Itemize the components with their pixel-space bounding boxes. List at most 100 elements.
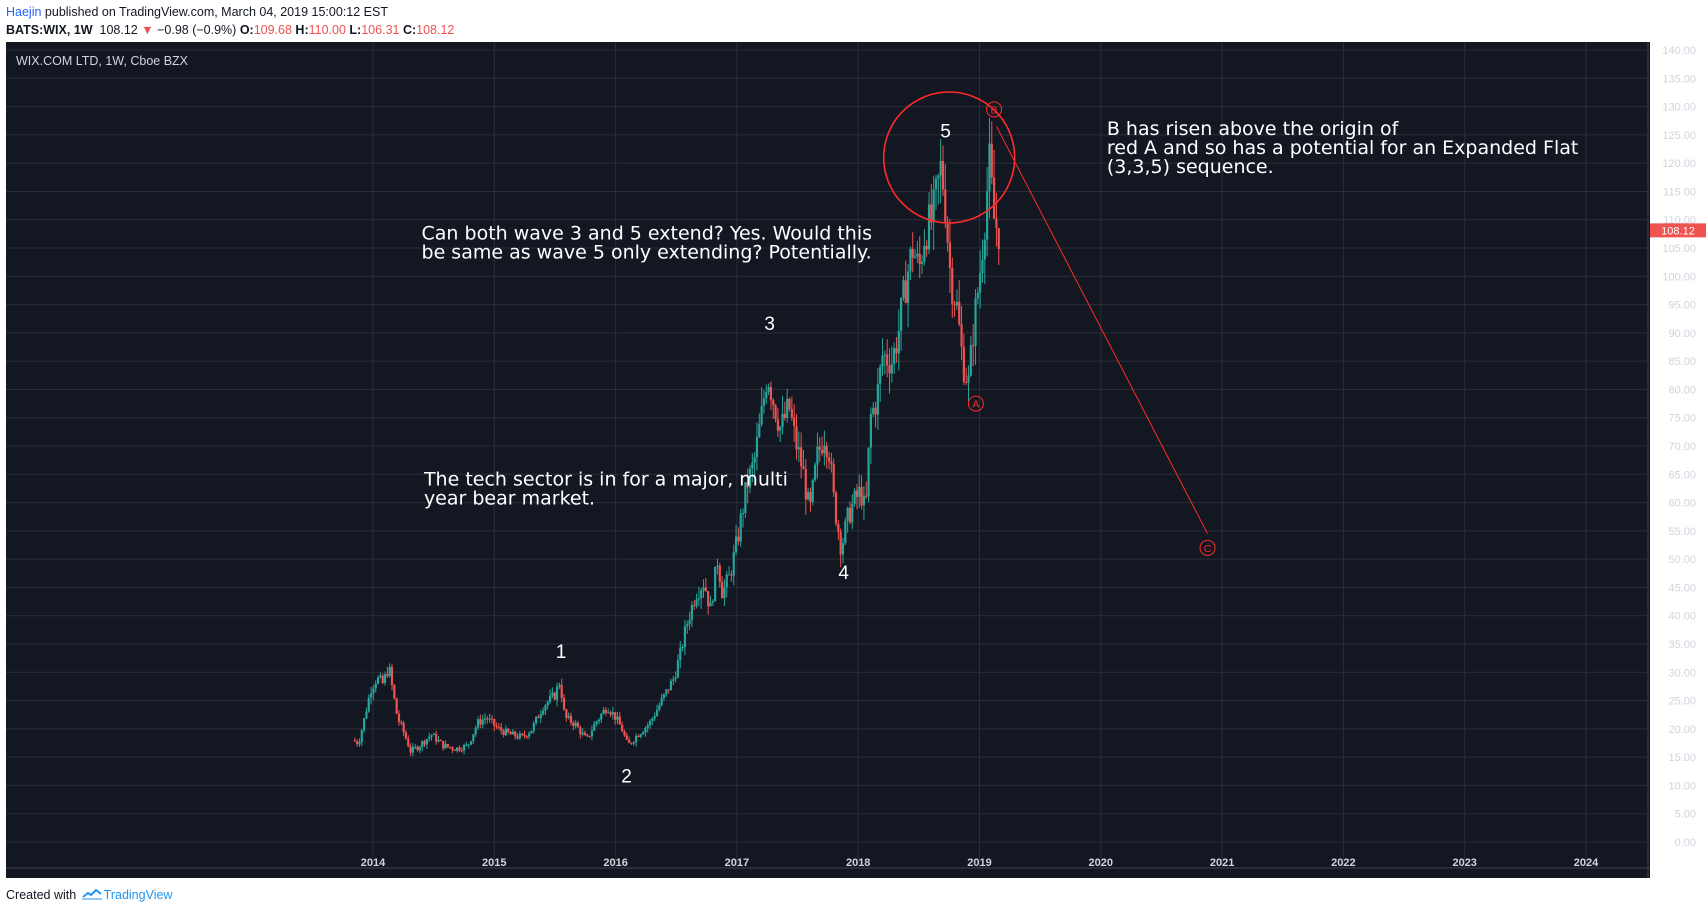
- publish-info: published on TradingView.com, March 04, …: [41, 5, 388, 19]
- candle-body: [567, 715, 570, 718]
- candle-body: [767, 387, 770, 392]
- candle-body: [867, 447, 870, 497]
- candle-body: [525, 736, 528, 738]
- candle-body: [807, 491, 810, 500]
- candle-body: [444, 744, 447, 749]
- candle-body: [641, 732, 645, 735]
- candle-body: [939, 161, 942, 176]
- candle-body: [660, 697, 663, 706]
- open-value: 109.68: [253, 23, 292, 37]
- candle-body: [486, 718, 489, 720]
- candle-body: [379, 675, 382, 678]
- candle-body: [672, 679, 675, 681]
- y-tick-label: 45.00: [1668, 582, 1696, 594]
- candle-body: [890, 364, 893, 374]
- y-tick-label: 120.00: [1662, 158, 1696, 170]
- candle-body: [900, 297, 903, 331]
- candle-body: [588, 735, 591, 737]
- candle-body: [430, 734, 433, 737]
- candle-body: [711, 601, 714, 603]
- author-link[interactable]: Haejin: [6, 5, 42, 19]
- candle-body: [625, 735, 628, 740]
- y-tick-label: 70.00: [1668, 441, 1696, 453]
- candle-body: [820, 449, 824, 454]
- candle-body: [488, 718, 491, 720]
- annotation-text: B has risen above the origin of: [1107, 118, 1400, 140]
- candle-body: [727, 574, 731, 576]
- candle-body: [783, 413, 786, 418]
- candle-body: [500, 727, 503, 731]
- candle-body: [490, 718, 494, 720]
- candle-body: [688, 620, 691, 625]
- candle-body: [437, 740, 440, 742]
- candle-body: [804, 469, 807, 500]
- y-tick-label: 140.00: [1662, 45, 1696, 57]
- wave-label: 1: [556, 642, 567, 663]
- y-tick-label: 40.00: [1668, 611, 1696, 623]
- annotation-text: The tech sector is in for a major, multi: [423, 469, 788, 491]
- candle-body: [774, 405, 777, 420]
- candle-body: [518, 733, 521, 739]
- candle-body: [535, 716, 538, 724]
- candle-body: [397, 713, 401, 723]
- candle-body: [381, 675, 384, 683]
- candle-body: [616, 716, 619, 720]
- tradingview-logo-icon: [81, 888, 102, 900]
- candle-body: [841, 543, 845, 555]
- candle-body: [800, 447, 803, 467]
- candle-body: [542, 710, 545, 715]
- candle-body: [507, 728, 510, 733]
- annotation-text: be same as wave 5 only extending? Potent…: [422, 242, 872, 264]
- close-value: 108.12: [416, 23, 455, 37]
- candle-body: [797, 447, 800, 450]
- candle-body: [779, 427, 782, 431]
- candle-body: [702, 587, 705, 591]
- highlight-circle: [882, 91, 1016, 224]
- candle-body: [481, 719, 484, 725]
- y-tick-label: 35.00: [1668, 639, 1696, 651]
- candle-body: [937, 175, 940, 179]
- candle-body: [404, 732, 408, 739]
- created-with-text: Created with: [6, 888, 77, 902]
- candle-body: [458, 747, 461, 751]
- candle-body: [986, 191, 989, 240]
- y-tick-label: 85.00: [1668, 356, 1696, 368]
- candle-body: [628, 739, 631, 744]
- candle-body: [967, 375, 970, 383]
- candle-body: [946, 221, 949, 243]
- candle-body: [623, 731, 626, 736]
- header-price: 108.12: [99, 23, 138, 37]
- candle-body: [574, 722, 577, 726]
- y-tick-label: 130.00: [1662, 102, 1696, 114]
- candle-body: [888, 365, 891, 374]
- tradingview-brand-link[interactable]: TradingView: [103, 888, 173, 902]
- candle-body: [918, 253, 921, 264]
- candle-body: [560, 684, 563, 699]
- y-tick-label: 10.00: [1668, 780, 1696, 792]
- candle-body: [395, 698, 398, 714]
- candle-body: [558, 684, 561, 687]
- low-label: L:: [349, 23, 362, 37]
- candle-body: [572, 722, 575, 726]
- candle-body: [435, 733, 438, 742]
- candle-body: [421, 741, 424, 748]
- y-tick-label: 65.00: [1668, 469, 1696, 481]
- candle-body: [681, 647, 684, 649]
- candle-body: [634, 735, 638, 743]
- candle-body: [976, 292, 979, 299]
- candle-body: [860, 486, 863, 506]
- candle-body: [853, 490, 856, 504]
- candle-body: [548, 695, 552, 702]
- candle-body: [816, 446, 819, 465]
- candle-body: [428, 736, 431, 740]
- annotation-text: year bear market.: [424, 488, 595, 510]
- candle-body: [539, 714, 542, 719]
- candle-body: [383, 674, 387, 683]
- candle-body: [423, 741, 426, 745]
- annotation-text: red A and so has a potential for an Expa…: [1107, 137, 1578, 159]
- y-tick-label: 60.00: [1668, 498, 1696, 510]
- y-tick-label: 5.00: [1675, 809, 1696, 821]
- x-tick-label: 2014: [361, 857, 386, 869]
- candle-body: [909, 248, 912, 272]
